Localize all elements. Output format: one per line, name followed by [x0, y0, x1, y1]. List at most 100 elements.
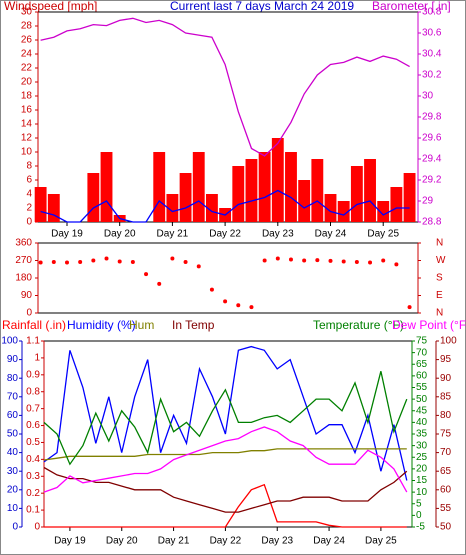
y-tick-label: 29.6 — [422, 133, 442, 144]
x-tick-label: Day 22 — [210, 536, 242, 547]
y-tick-label: 29.4 — [422, 154, 442, 165]
y-tick-label: 18 — [21, 91, 33, 102]
y-tick-label: 70 — [440, 447, 452, 458]
bar — [377, 201, 390, 222]
y-tick-label: 30.2 — [422, 70, 442, 81]
x-tick-label: Day 21 — [157, 229, 189, 240]
point — [315, 258, 320, 263]
legend-label: Dew Point (°F) — [392, 318, 466, 332]
bar — [179, 173, 192, 222]
y-tick-label: 29.2 — [422, 175, 442, 186]
y-tick-label: 75 — [440, 429, 452, 440]
y-tick-label: 30.6 — [422, 28, 442, 39]
y-tick-label: 100 — [440, 336, 457, 347]
y-tick-label: 0 — [26, 308, 32, 319]
point — [117, 259, 122, 264]
y-tick-label: 25 — [416, 452, 428, 463]
point — [183, 260, 188, 265]
point — [368, 260, 373, 265]
y-tick-label: 24 — [21, 49, 33, 60]
y-tick-label: 0.8 — [26, 386, 40, 397]
y-tick-label: 60 — [7, 410, 19, 421]
line — [40, 189, 410, 223]
bar — [258, 152, 271, 222]
bar — [311, 159, 324, 222]
y-tick-label: 0.2 — [26, 488, 40, 499]
y-tick-label: 75 — [416, 336, 428, 347]
point — [394, 262, 399, 267]
y-tick-label: 10 — [21, 147, 33, 158]
point — [144, 272, 149, 277]
y-tick-label: 20 — [416, 464, 428, 475]
y-tick-label: S — [436, 273, 443, 284]
y-tick-label: 85 — [440, 391, 452, 402]
y-tick-label: 20 — [21, 77, 33, 88]
bar — [298, 180, 311, 222]
point — [38, 260, 43, 265]
y-tick-label: 30 — [7, 466, 19, 477]
x-tick-label: Day 25 — [365, 536, 397, 547]
y-tick-label: 70 — [7, 391, 19, 402]
y-tick-label: 65 — [416, 359, 428, 370]
y-tick-label: 15 — [416, 475, 428, 486]
x-tick-label: Day 21 — [158, 536, 190, 547]
x-tick-label: Day 19 — [51, 229, 83, 240]
bar — [245, 159, 258, 222]
y-tick-label: 30.4 — [422, 49, 442, 60]
y-tick-label: -5 — [416, 522, 425, 533]
y-tick-label: N — [436, 238, 443, 249]
y-tick-label: 20 — [7, 484, 19, 495]
y-tick-label: 90 — [440, 373, 452, 384]
y-tick-label: 55 — [416, 382, 428, 393]
y-tick-label: 50 — [416, 394, 428, 405]
y-tick-label: 10 — [7, 503, 19, 514]
y-tick-label: 0 — [416, 510, 422, 521]
line — [43, 448, 407, 461]
y-tick-label: 90 — [21, 290, 33, 301]
y-tick-label: 45 — [416, 405, 428, 416]
line — [43, 345, 408, 481]
y-tick-label: 0.9 — [26, 369, 40, 380]
y-tick-label: 12 — [21, 133, 33, 144]
y-tick-label: 55 — [440, 503, 452, 514]
point — [249, 305, 254, 310]
chart-title: Current last 7 days March 24 2019 — [170, 0, 354, 13]
y-tick-label: N — [436, 308, 443, 319]
bar — [285, 152, 297, 222]
y-tick-label: 65 — [440, 466, 452, 477]
point — [275, 256, 280, 261]
bar — [271, 138, 284, 222]
x-tick-label: Day 22 — [209, 229, 241, 240]
y-tick-label: 60 — [440, 484, 452, 495]
point — [354, 260, 359, 265]
legend-label: Rainfall (.in) — [2, 318, 66, 332]
y-tick-label: 100 — [1, 336, 18, 347]
y-tick-label: 360 — [15, 238, 32, 249]
y-tick-label: 0.5 — [26, 437, 40, 448]
point — [262, 258, 267, 263]
bar — [47, 194, 60, 222]
legend-label: Temperature (°F) — [313, 318, 404, 332]
line — [40, 17, 410, 157]
bar — [403, 173, 416, 222]
point — [130, 260, 135, 265]
point — [104, 256, 109, 261]
point — [407, 305, 412, 310]
y-tick-label: 0.4 — [26, 454, 40, 465]
y-tick-label: 50 — [7, 429, 19, 440]
bar — [192, 152, 205, 222]
y-tick-label: E — [436, 290, 443, 301]
y-tick-label: 0.1 — [26, 505, 40, 516]
y-tick-label: 22 — [21, 63, 33, 74]
y-tick-label: 80 — [7, 373, 19, 384]
y-tick-label: 95 — [440, 354, 452, 365]
x-tick-label: Day 24 — [315, 229, 347, 240]
y-tick-label: 70 — [416, 347, 428, 358]
bar — [350, 166, 363, 222]
y-tick-label: 29 — [422, 196, 434, 207]
point — [196, 264, 201, 269]
y-tick-label: 1.1 — [26, 336, 40, 347]
bar — [324, 194, 337, 222]
point — [288, 257, 293, 262]
